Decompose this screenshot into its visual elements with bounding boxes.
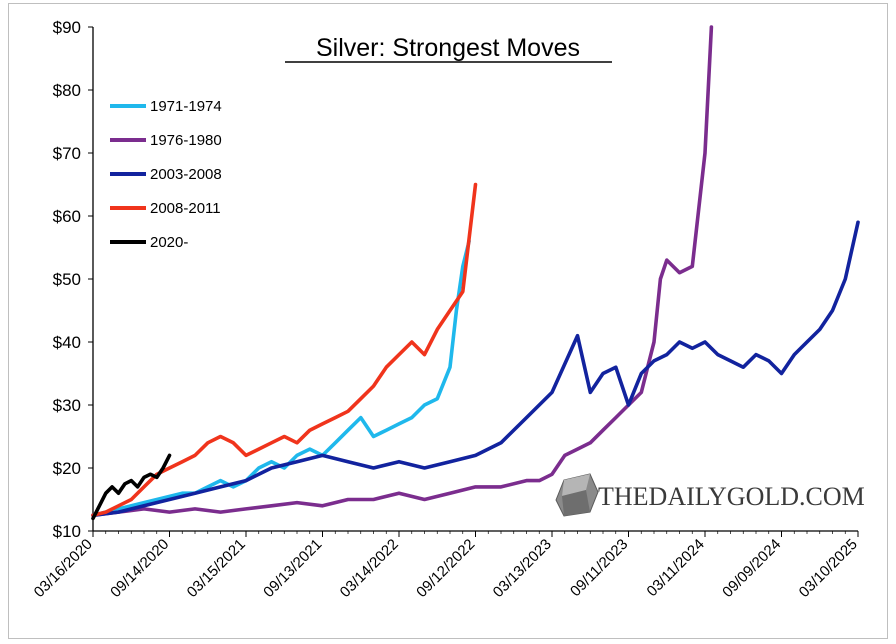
chart-title-group: Silver: Strongest Moves xyxy=(285,34,612,63)
legend-label: 2020- xyxy=(150,234,188,251)
x-tick-label: 09/09/2024 xyxy=(719,536,784,601)
y-axis-ticks: $10 $20 $30 $40 $50 $60 $70 $80 $90 xyxy=(53,18,93,541)
series-line-2020- xyxy=(91,453,172,521)
series-line-1976-1980 xyxy=(91,25,714,518)
watermark-text: THEDAILYGOLD.COM xyxy=(598,482,865,511)
x-tick-label: 03/15/2021 xyxy=(184,536,249,601)
y-tick-label: $60 xyxy=(53,207,81,226)
y-tick-label: $10 xyxy=(53,522,81,541)
legend: 1971-1974 1976-1980 2003-2008 2008-2011 2020… xyxy=(110,98,222,251)
watermark-logo: THEDAILYGOLD.COM xyxy=(555,473,865,517)
chart-frame xyxy=(8,3,888,639)
x-tick-label: 03/16/2020 xyxy=(31,536,96,601)
chart-title: Silver: Strongest Moves xyxy=(316,34,580,62)
x-axis-ticks: 03/16/2020 09/14/2020 03/15/2021 09/13/2021… xyxy=(31,531,861,601)
x-tick-label: 03/13/2023 xyxy=(490,536,555,601)
gold-bar-icon xyxy=(555,473,599,517)
legend-label: 1971-1974 xyxy=(150,98,222,115)
x-tick-label: 03/11/2024 xyxy=(644,536,708,600)
series-line-2003-2008 xyxy=(91,220,860,518)
y-tick-label: $20 xyxy=(53,459,81,478)
x-tick-label: 09/11/2023 xyxy=(567,536,631,600)
y-tick-label: $90 xyxy=(53,18,81,37)
y-tick-label: $70 xyxy=(53,144,81,163)
legend-label: 2008-2011 xyxy=(150,200,221,217)
y-tick-label: $40 xyxy=(53,333,81,352)
x-tick-label: 03/10/2025 xyxy=(796,536,861,601)
x-tick-label: 03/14/2022 xyxy=(337,536,402,601)
y-tick-label: $80 xyxy=(53,81,81,100)
y-tick-label: $30 xyxy=(53,396,81,415)
x-tick-label: 09/14/2020 xyxy=(107,536,172,601)
series-lines xyxy=(91,25,860,521)
y-tick-label: $50 xyxy=(53,270,81,289)
legend-label: 1976-1980 xyxy=(150,132,222,149)
x-tick-label: 09/13/2021 xyxy=(260,536,325,601)
legend-label: 2003-2008 xyxy=(150,166,222,183)
x-tick-label: 09/12/2022 xyxy=(413,536,478,601)
